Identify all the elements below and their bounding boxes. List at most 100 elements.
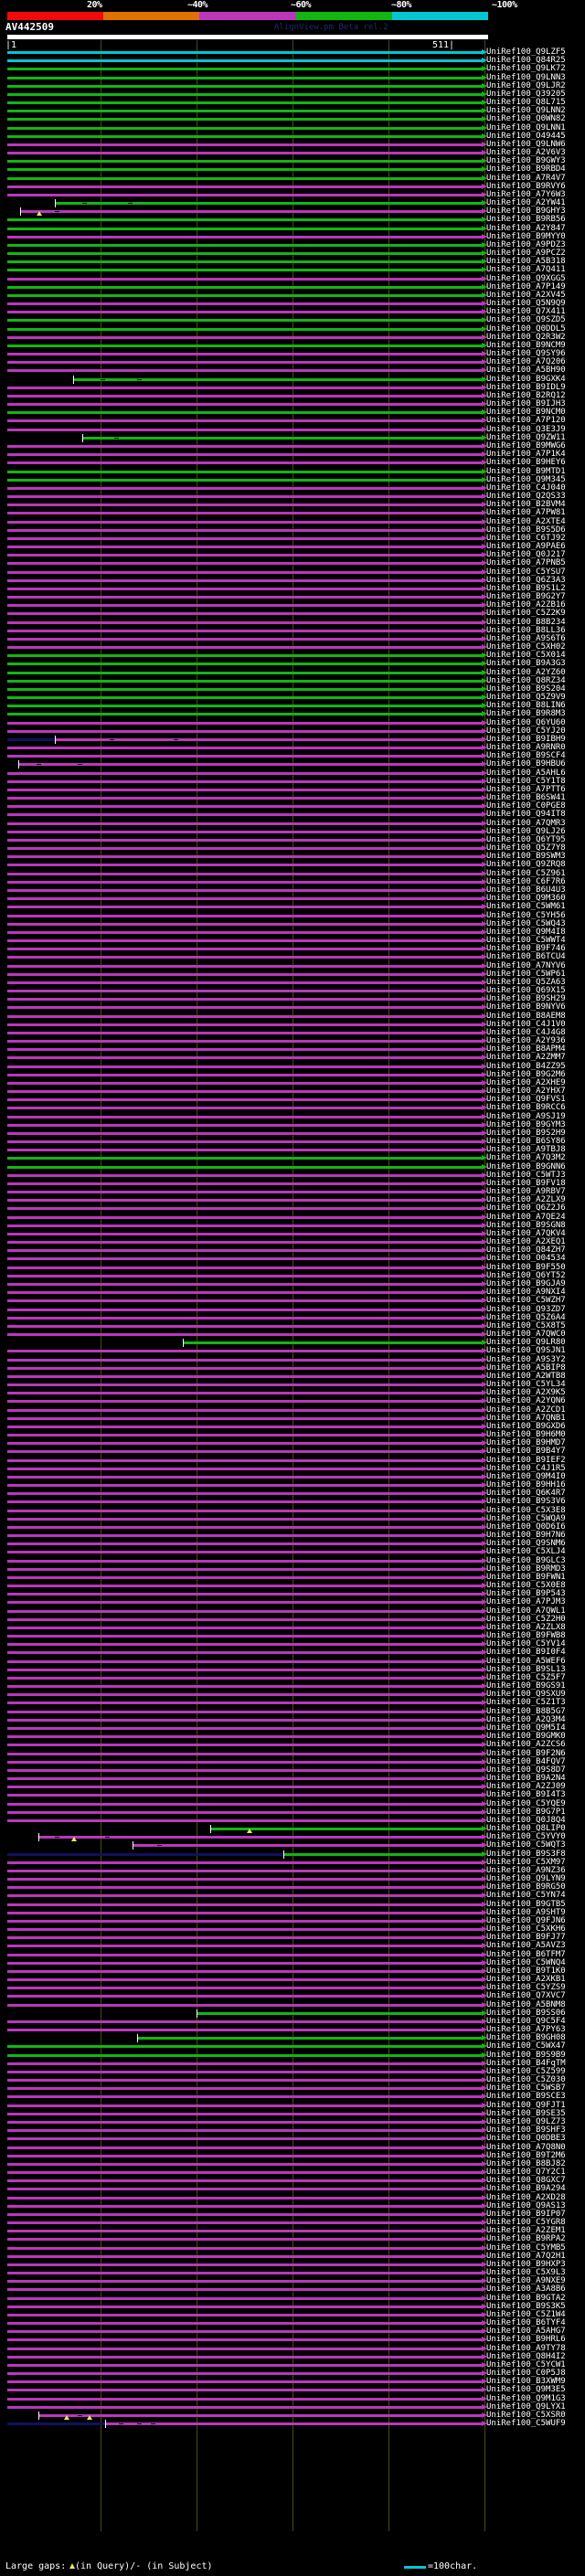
hit-bar[interactable] — [7, 2188, 482, 2191]
hit-row[interactable]: UniRef100_A7QWC0 — [0, 1330, 585, 1339]
hit-bar[interactable] — [7, 160, 482, 164]
hit-accession-label[interactable]: UniRef100_B9SL13 — [486, 1664, 566, 1674]
hit-bar[interactable] — [7, 2062, 482, 2065]
hit-bar[interactable] — [7, 1727, 482, 1730]
hit-accession-label[interactable]: UniRef100_A9PDZ3 — [486, 239, 566, 249]
hit-bar[interactable] — [7, 788, 482, 791]
hit-bar[interactable] — [7, 1903, 482, 1906]
hit-accession-label[interactable]: UniRef100_Q93ZD7 — [486, 1304, 566, 1314]
hit-row[interactable]: UniRef100_A7P1K4 — [0, 450, 585, 459]
hit-accession-label[interactable]: UniRef100_A9TY78 — [486, 2343, 566, 2353]
hit-accession-label[interactable]: UniRef100_Q7XVC7 — [486, 1991, 566, 2001]
hit-bar[interactable] — [7, 353, 482, 356]
hit-accession-label[interactable]: UniRef100_B9HXP3 — [486, 2259, 566, 2269]
hit-bar[interactable] — [7, 1199, 482, 1203]
hit-accession-label[interactable]: UniRef100_B8BJ82 — [486, 2158, 566, 2168]
hit-accession-label[interactable]: UniRef100_Q6YU60 — [486, 717, 566, 727]
hit-row[interactable]: UniRef100_Q9LNN3 — [0, 73, 585, 82]
hit-row[interactable]: UniRef100_Q7Y2C1 — [0, 2168, 585, 2177]
hit-row[interactable]: UniRef100_A2Y936 — [0, 1036, 585, 1045]
hit-row[interactable]: UniRef100_C5X014 — [0, 651, 585, 660]
hit-accession-label[interactable]: UniRef100_Q5ZA63 — [486, 977, 566, 987]
hit-accession-label[interactable]: UniRef100_C5WWT4 — [486, 936, 566, 946]
hit-accession-label[interactable]: UniRef100_Q9XGG5 — [486, 273, 566, 283]
hit-bar[interactable] — [7, 646, 482, 650]
hit-row[interactable]: UniRef100_Q84ZH7 — [0, 1246, 585, 1255]
hit-row[interactable]: UniRef100_A9TY78 — [0, 2343, 585, 2353]
hit-row[interactable]: UniRef100_A9RNR0 — [0, 743, 585, 752]
hit-accession-label[interactable]: UniRef100_B9G2Y7 — [486, 592, 566, 602]
hit-row[interactable]: UniRef100_C5XH02 — [0, 642, 585, 652]
hit-row[interactable]: UniRef100_B9FJ77 — [0, 1933, 585, 1942]
hit-accession-label[interactable]: UniRef100_B9T1K0 — [486, 1966, 566, 1976]
hit-accession-label[interactable]: UniRef100_C5Y1T8 — [486, 776, 566, 786]
hit-bar[interactable] — [7, 822, 482, 825]
hit-bar[interactable] — [7, 1191, 482, 1194]
hit-row[interactable]: UniRef100_B9S3F8 — [0, 1850, 585, 1859]
hit-bar[interactable] — [7, 1048, 482, 1052]
hit-bar[interactable] — [7, 2019, 482, 2023]
hit-bar[interactable] — [7, 1643, 482, 1647]
hit-accession-label[interactable]: UniRef100_C5WQA9 — [486, 1513, 566, 1523]
hit-row[interactable]: UniRef100_A9NXE9 — [0, 2276, 585, 2285]
hit-accession-label[interactable]: UniRef100_A2V6V3 — [486, 148, 566, 158]
hit-bar[interactable] — [7, 922, 482, 926]
hit-row[interactable]: UniRef100_Q9SZD5 — [0, 315, 585, 324]
hit-bar[interactable] — [7, 1953, 482, 1956]
hit-bar[interactable] — [7, 1768, 482, 1772]
hit-row[interactable]: UniRef100_C5XLJ4 — [0, 1547, 585, 1556]
hit-accession-label[interactable]: UniRef100_C5YVY0 — [486, 1832, 566, 1842]
hit-row[interactable]: UniRef100_Q9FVS1 — [0, 1095, 585, 1104]
hit-accession-label[interactable]: UniRef100_C5WQ43 — [486, 918, 566, 928]
hit-row[interactable]: UniRef100_C5YCW1 — [0, 2359, 585, 2369]
hit-row[interactable]: UniRef100_A3A8B6 — [0, 2284, 585, 2294]
hit-row[interactable]: UniRef100_A2V6V3 — [0, 148, 585, 158]
hit-accession-label[interactable]: UniRef100_Q9C5F4 — [486, 2016, 566, 2026]
hit-row[interactable]: UniRef100_A5WEF6 — [0, 1657, 585, 1666]
hit-row[interactable]: UniRef100_Q6YT95 — [0, 835, 585, 844]
hit-bar[interactable] — [7, 813, 482, 817]
hit-bar[interactable] — [7, 369, 482, 373]
hit-bar[interactable] — [7, 972, 482, 976]
hit-accession-label[interactable]: UniRef100_B9H6M0 — [486, 1430, 566, 1440]
hit-bar[interactable] — [7, 2204, 482, 2208]
hit-row[interactable]: UniRef100_Q6Z2J6 — [0, 1203, 585, 1213]
hit-accession-label[interactable]: UniRef100_B9MTD1 — [486, 466, 566, 476]
hit-accession-label[interactable]: UniRef100_A7Q3M2 — [486, 1153, 566, 1163]
hit-bar[interactable] — [7, 1744, 482, 1747]
hit-accession-label[interactable]: UniRef100_Q9FJT1 — [486, 2100, 566, 2110]
hit-bar[interactable] — [7, 2296, 482, 2300]
hit-accession-label[interactable]: UniRef100_B9IEF2 — [486, 1455, 566, 1465]
hit-accession-label[interactable]: UniRef100_Q6Z3A3 — [486, 575, 566, 585]
hit-accession-label[interactable]: UniRef100_C5WTJ3 — [486, 1170, 566, 1180]
hit-bar[interactable] — [7, 1090, 482, 1094]
hit-accession-label[interactable]: UniRef100_Q39205 — [486, 89, 566, 99]
hit-accession-label[interactable]: UniRef100_Q69X15 — [486, 986, 566, 996]
hit-row[interactable]: UniRef100_A7R4V7 — [0, 174, 585, 183]
hit-bar[interactable] — [7, 654, 482, 658]
hit-accession-label[interactable]: UniRef100_C5YCW1 — [486, 2359, 566, 2369]
hit-bar[interactable] — [7, 1056, 482, 1060]
hit-bar[interactable] — [7, 419, 482, 423]
hit-accession-label[interactable]: UniRef100_Q9LZ73 — [486, 2116, 566, 2126]
hit-row[interactable]: UniRef100_A9PAE6 — [0, 542, 585, 551]
hit-accession-label[interactable]: UniRef100_A2ZLX9 — [486, 1195, 566, 1205]
hit-row[interactable]: UniRef100_A7QMR3 — [0, 819, 585, 828]
hit-row[interactable]: UniRef100_Q9SXU9 — [0, 1690, 585, 1699]
hit-accession-label[interactable]: UniRef100_B9FWN1 — [486, 1572, 566, 1582]
hit-accession-label[interactable]: UniRef100_A2ZMM7 — [486, 1053, 566, 1063]
hit-row[interactable]: UniRef100_A7PW81 — [0, 508, 585, 517]
hit-accession-label[interactable]: UniRef100_Q7Y2C1 — [486, 2168, 566, 2177]
hit-row[interactable]: UniRef100_C5Y1T8 — [0, 776, 585, 786]
hit-row[interactable]: UniRef100_C6TJ92 — [0, 534, 585, 543]
hit-row[interactable]: UniRef100_B9RVY6 — [0, 182, 585, 191]
hit-row[interactable]: UniRef100_B9RCC6 — [0, 1103, 585, 1112]
hit-bar[interactable] — [7, 143, 482, 146]
hit-accession-label[interactable]: UniRef100_B9RMD3 — [486, 1564, 566, 1574]
hit-row[interactable]: UniRef100_A5AHG7 — [0, 2327, 585, 2336]
hit-bar[interactable] — [7, 847, 482, 851]
hit-row[interactable]: UniRef100_C4J4G8 — [0, 1028, 585, 1037]
hit-bar[interactable] — [7, 1668, 482, 1671]
hit-accession-label[interactable]: UniRef100_A7QWC0 — [486, 1330, 566, 1339]
hit-bar[interactable] — [7, 2162, 482, 2166]
